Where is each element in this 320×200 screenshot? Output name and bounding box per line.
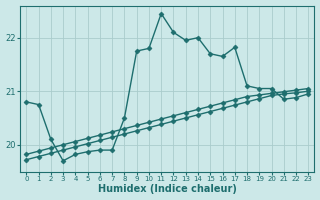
- X-axis label: Humidex (Indice chaleur): Humidex (Indice chaleur): [98, 184, 237, 194]
